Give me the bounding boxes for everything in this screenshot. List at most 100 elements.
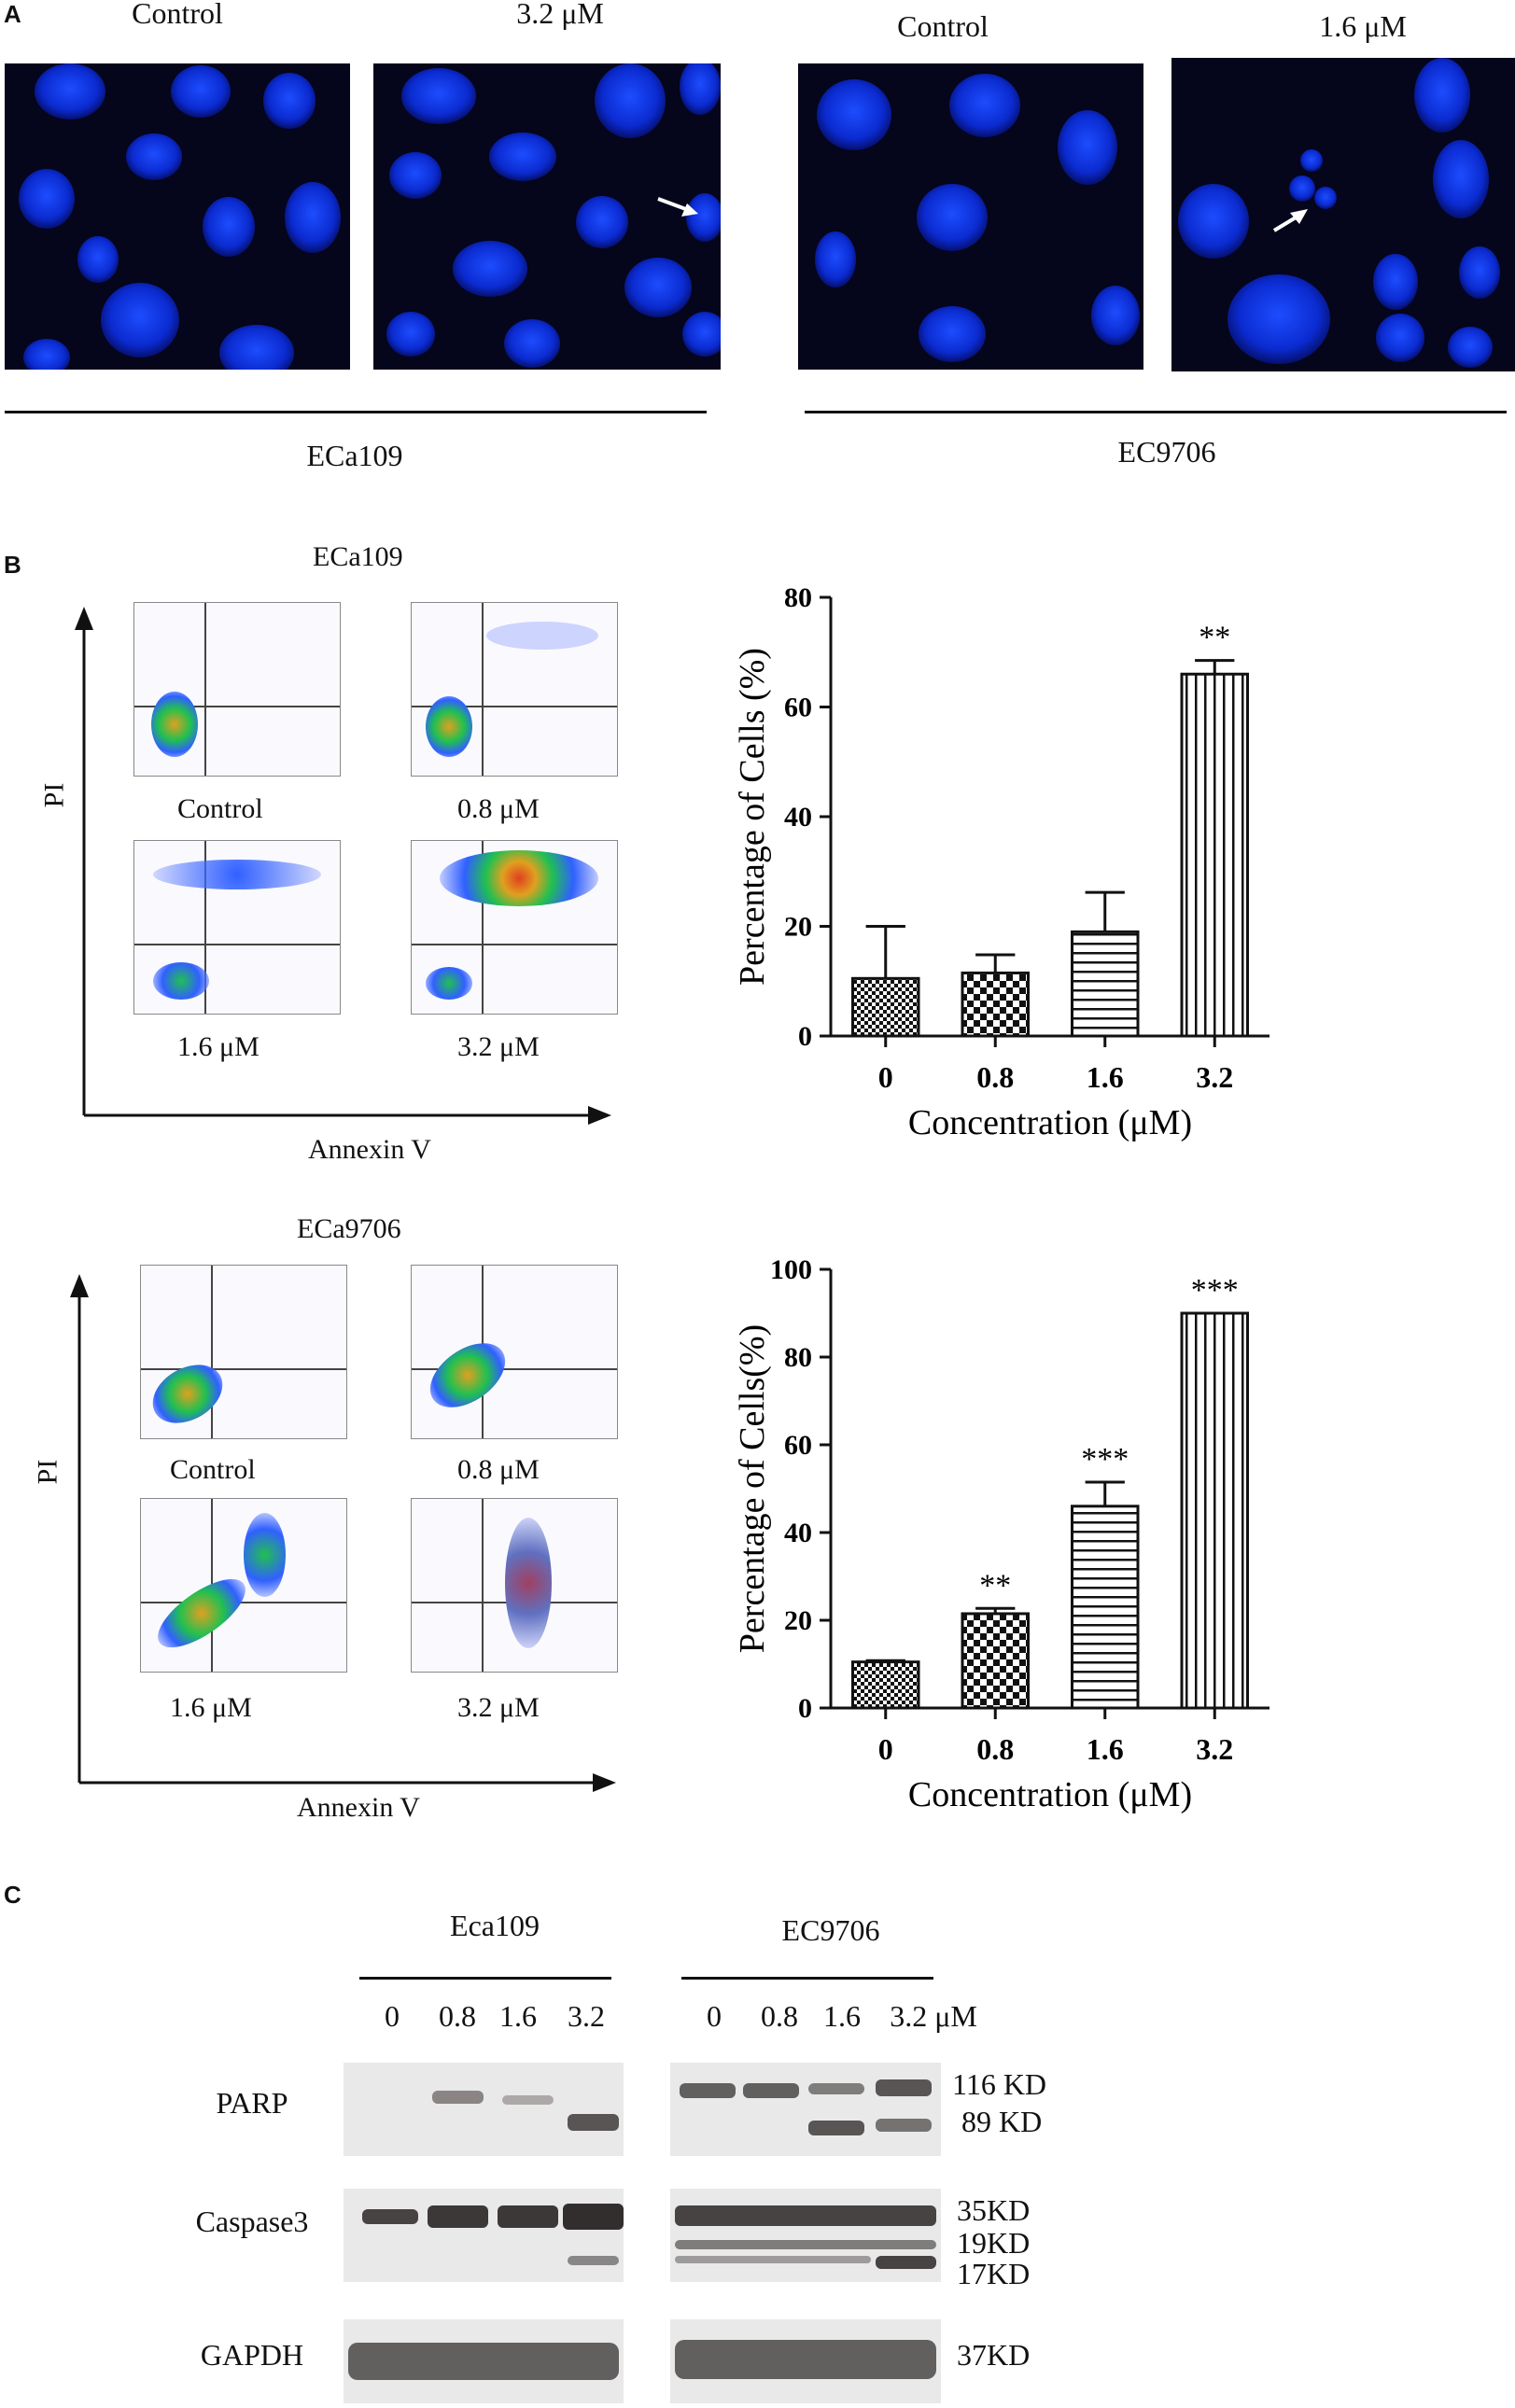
blot-group-left: Eca109 [450, 1909, 540, 1942]
protein-label-parp: PARP [216, 2086, 288, 2120]
panel-b-letter: B [4, 551, 21, 579]
flow-plot-dose-1 [411, 1265, 618, 1439]
bar-horizontal [1071, 930, 1140, 1038]
bar-horizontal [1071, 1505, 1140, 1710]
nuclei-image [1178, 58, 1500, 368]
x-tick-label: 0 [878, 1060, 893, 1094]
bar-chart-ec9706: 0 20 40 60 80 100 0 0.8 ** 1.6 *** 3.2 *** Concentrat… [719, 1241, 1326, 1839]
lane-label: 0.8 [439, 1999, 476, 2033]
significance-marker: ** [979, 1568, 1011, 1603]
flow-title: ECa9706 [297, 1213, 401, 1244]
flow-condition-label: 3.2 μM [457, 1031, 540, 1062]
flow-title: ECa109 [313, 541, 403, 572]
cell-line-label-eca109: ECa109 [306, 439, 403, 472]
blot-group-line-right [681, 1977, 933, 1980]
flow-cytometry-eca9706: ECa9706 PI Annexin V Control 0.8 μM 1.6 … [0, 1204, 672, 1839]
bar-chart-svg: 0 20 40 60 80 0 0.8 1.6 3.2 ** Concentration (μM) P… [733, 582, 1270, 1142]
flow-plot-dose-1 [411, 602, 618, 777]
y-tick-label: 80 [784, 582, 812, 613]
flow-plot-control [140, 1265, 347, 1439]
flow-condition-label: Control [177, 793, 263, 824]
micrograph-eca109-treated [373, 63, 721, 370]
panel-c-letter: C [4, 1881, 21, 1909]
x-tick-label: 0.8 [976, 1732, 1014, 1766]
y-axis-title: Percentage of Cells(%) [733, 1324, 772, 1653]
blot-gapdh-right [670, 2319, 941, 2403]
significance-marker: *** [1191, 1273, 1239, 1308]
x-tick-label: 1.6 [1087, 1732, 1124, 1766]
nuclei-image [19, 63, 341, 370]
bar-checker-dense [851, 976, 920, 1038]
blot-caspase3-left [344, 2189, 624, 2282]
panel-a-label-dose-1: 3.2 μM [516, 0, 604, 30]
x-tick-label: 0.8 [976, 1060, 1014, 1094]
bar-chart-svg: 0 20 40 60 80 100 0 0.8 ** 1.6 *** 3.2 *** Concentrat… [733, 1254, 1270, 1814]
bar-chart-eca109: 0 20 40 60 80 0 0.8 1.6 3.2 ** Concentration (μM) P… [719, 569, 1326, 1167]
size-marker: 37KD [957, 2338, 1031, 2372]
panel-a-label-dose-2: 1.6 μM [1319, 9, 1407, 43]
x-axis-title: Concentration (μM) [908, 1775, 1192, 1814]
divider-ec9706 [805, 411, 1507, 413]
blot-gapdh-left [344, 2319, 624, 2403]
flow-condition-label: 1.6 μM [177, 1031, 260, 1062]
lane-label: 3.2 μM [890, 1999, 977, 2033]
micrograph-ec9706-control [798, 63, 1143, 370]
lane-label: 1.6 [499, 1999, 537, 2033]
lane-label: 1.6 [823, 1999, 861, 2033]
protein-label-caspase3: Caspase3 [195, 2205, 309, 2238]
significance-marker: ** [1199, 621, 1230, 655]
flow-x-axis-label: Annexin V [297, 1792, 420, 1823]
y-tick-label: 20 [784, 1605, 812, 1636]
size-marker: 19KD [957, 2226, 1031, 2260]
lane-label: 0 [385, 1999, 400, 2033]
size-marker: 89 KD [961, 2105, 1043, 2138]
bar-vertical [1180, 1311, 1249, 1710]
y-tick-label: 60 [784, 693, 812, 723]
flow-plot-dose-3 [411, 840, 618, 1015]
flow-x-axis-label: Annexin V [308, 1134, 431, 1165]
blot-parp-right [670, 2063, 941, 2156]
size-marker: 17KD [957, 2257, 1031, 2290]
bar-checker-dense [851, 1660, 920, 1710]
flow-plot-dose-3 [411, 1498, 618, 1673]
panel-a-letter: A [4, 0, 21, 28]
flow-y-axis-label: PI [32, 1459, 63, 1485]
x-tick-label: 1.6 [1087, 1060, 1124, 1094]
cell-line-label-ec9706: EC9706 [1117, 435, 1216, 469]
lane-label: 3.2 [568, 1999, 605, 2033]
flow-axes [75, 607, 611, 1125]
panel-a-label-control-1: Control [132, 0, 223, 30]
flow-condition-label: 1.6 μM [170, 1692, 252, 1723]
y-tick-label: 0 [798, 1021, 812, 1052]
bar-checker-large [961, 1612, 1030, 1710]
y-tick-label: 40 [784, 802, 812, 833]
x-axis-title: Concentration (μM) [908, 1103, 1192, 1142]
size-marker: 35KD [957, 2193, 1031, 2227]
flow-cytometry-eca109: ECa109 PI Annexin V Control 0.8 μM 1.6 μ… [0, 532, 672, 1185]
y-tick-label: 20 [784, 912, 812, 943]
panel-a-label-control-2: Control [897, 9, 989, 43]
flow-axes [70, 1274, 616, 1792]
bar-vertical [1180, 672, 1249, 1038]
flow-y-axis-label: PI [38, 782, 70, 808]
divider-eca109 [5, 411, 707, 413]
x-tick-label: 0 [878, 1732, 893, 1766]
blot-parp-left [344, 2063, 624, 2156]
flow-condition-label: 0.8 μM [457, 1454, 540, 1485]
flow-plot-control [133, 602, 341, 777]
y-tick-label: 100 [770, 1254, 812, 1285]
flow-condition-label: 3.2 μM [457, 1692, 540, 1723]
nuclei-image [386, 63, 721, 368]
bar-checker-large [961, 971, 1030, 1038]
lane-label: 0 [707, 1999, 722, 2033]
y-tick-label: 40 [784, 1518, 812, 1548]
blot-group-right: EC9706 [781, 1913, 880, 1947]
flow-condition-label: 0.8 μM [457, 793, 540, 824]
significance-marker: *** [1081, 1442, 1129, 1477]
size-marker: 116 KD [952, 2067, 1047, 2101]
blot-group-line-left [359, 1977, 611, 1980]
micrograph-ec9706-treated [1171, 58, 1515, 371]
y-tick-label: 0 [798, 1693, 812, 1724]
flow-plot-dose-2 [133, 840, 341, 1015]
micrograph-eca109-control [5, 63, 350, 370]
